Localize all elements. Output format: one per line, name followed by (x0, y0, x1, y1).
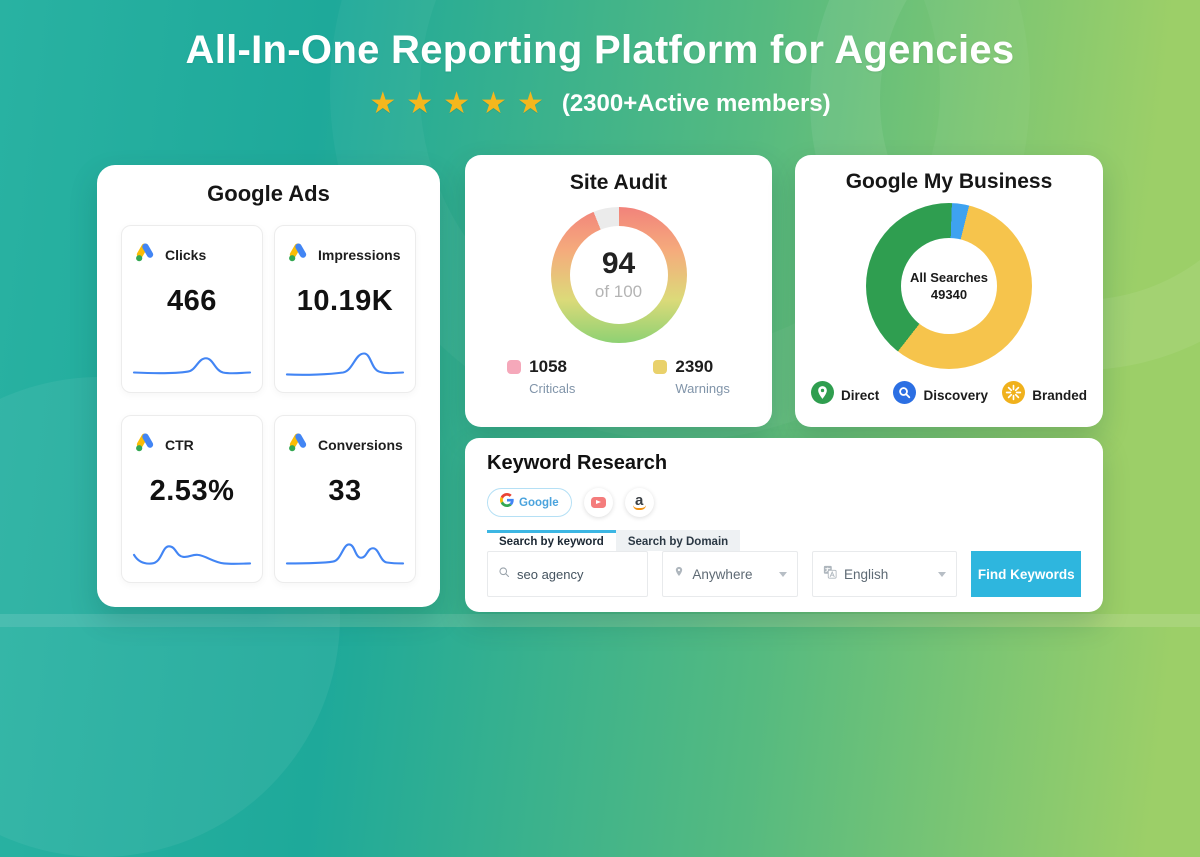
hero-header: All-In-One Reporting Platform for Agenci… (0, 0, 1200, 119)
google-chip-label: Google (519, 496, 559, 509)
gmb-donut-center: All Searches 49340 (901, 238, 997, 334)
chevron-down-icon (778, 571, 787, 577)
legend-item-discovery: Discovery (893, 381, 988, 409)
google-my-business-card: Google My Business All Searches 49340 Di… (795, 155, 1103, 427)
language-select-value: English (843, 566, 889, 582)
find-keywords-button[interactable]: Find Keywords (971, 551, 1081, 597)
legend-item-branded: Branded (1002, 381, 1087, 409)
metric-tile-ctr: CTR 2.53% (121, 415, 263, 583)
language-select[interactable]: English (811, 551, 958, 597)
star-icon: ★ (516, 87, 544, 120)
sparkline-chart (285, 543, 405, 565)
metric-value: 33 (328, 475, 362, 507)
search-mode-tabs: Search by keyword Search by Domain (487, 530, 1081, 551)
metric-tile-impressions: Impressions 10.19K (274, 225, 416, 393)
google-ads-metric-grid: Clicks 466 Impressions 10.19K (121, 225, 416, 583)
google-ads-card-title: Google Ads (207, 181, 330, 206)
google-ads-icon (287, 242, 309, 267)
engine-chip-google[interactable]: Google (487, 488, 572, 517)
sparkline-chart (285, 352, 405, 376)
criticals-label: Criticals (529, 381, 576, 396)
branded-sparkle-icon (1002, 381, 1026, 409)
site-audit-legend: 1058 Criticals 2390 Warnings (465, 357, 772, 396)
star-icon: ★ (480, 87, 507, 120)
google-ads-icon (134, 242, 156, 267)
warnings-label: Warnings (675, 381, 730, 396)
sparkline-chart (132, 545, 252, 565)
amazon-smile-icon (632, 505, 646, 510)
direct-pin-icon (811, 381, 834, 409)
star-icon: ★ (443, 87, 471, 120)
keyword-research-title: Keyword Research (487, 452, 668, 474)
chevron-down-icon (938, 571, 947, 577)
site-audit-donut-center: 94 of 100 (569, 226, 668, 324)
engine-chip-youtube[interactable] (583, 488, 613, 517)
translate-icon (823, 565, 837, 584)
warnings-swatch (653, 360, 668, 374)
gmb-card-title: Google My Business (845, 170, 1053, 193)
site-audit-card: Site Audit 94 of 100 1058 Criticals 2390… (465, 155, 772, 427)
legend-item-criticals: 1058 Criticals (507, 357, 575, 396)
gmb-center-value: 49340 (930, 287, 968, 302)
site-audit-score-caption: of 100 (594, 281, 643, 301)
background-bottom-band (0, 614, 1200, 627)
gmb-legend: Direct Discovery Branded (795, 381, 1103, 409)
legend-label: Branded (1032, 387, 1087, 403)
location-select[interactable]: Anywhere (662, 551, 798, 597)
metric-label: CTR (165, 436, 194, 453)
metric-label: Impressions (318, 246, 401, 263)
metric-value: 10.19K (296, 285, 394, 317)
legend-label: Direct (841, 387, 880, 403)
google-ads-icon (287, 432, 309, 457)
gmb-center-label: All Searches (909, 270, 989, 285)
tab-search-by-domain[interactable]: Search by Domain (615, 530, 741, 551)
page-title: All-In-One Reporting Platform for Agenci… (185, 28, 1015, 72)
keyword-research-card: Keyword Research Google a Search by keyw… (465, 438, 1103, 612)
keyword-input[interactable] (517, 566, 638, 582)
keyword-input-wrapper (487, 551, 649, 597)
sparkline-chart (132, 357, 252, 375)
amazon-icon: a (634, 491, 644, 509)
metric-label: Conversions (318, 436, 403, 453)
legend-label: Discovery (923, 387, 989, 403)
search-icon (498, 565, 510, 583)
google-ads-icon (134, 432, 156, 457)
legend-item-warnings: 2390 Warnings (653, 357, 730, 396)
search-engine-selector: Google a (487, 488, 1081, 517)
youtube-icon (590, 497, 606, 508)
criticals-value: 1058 (529, 357, 567, 376)
metric-label: Clicks (165, 246, 207, 263)
tab-search-by-keyword[interactable]: Search by keyword (487, 530, 616, 551)
location-pin-icon (673, 565, 685, 583)
rating-row: ★ ★ ★ ★ ★ (2300+Active members) (0, 89, 1200, 119)
metric-tile-conversions: Conversions 33 (274, 415, 416, 583)
gmb-donut-chart: All Searches 49340 (866, 203, 1032, 369)
rating-text: (2300+Active members) (561, 90, 831, 117)
google-ads-card: Google Ads Clicks 466 (97, 165, 440, 607)
site-audit-donut-chart: 94 of 100 (550, 207, 687, 343)
keyword-search-form: Anywhere English Find Keywords (487, 551, 1081, 597)
engine-chip-amazon[interactable]: a (624, 488, 654, 517)
metric-value: 466 (167, 285, 217, 317)
criticals-swatch (507, 360, 522, 374)
discovery-search-icon (893, 381, 917, 409)
site-audit-card-title: Site Audit (569, 171, 668, 194)
metric-value: 2.53% (149, 475, 235, 507)
site-audit-score: 94 (601, 247, 636, 281)
legend-item-direct: Direct (811, 381, 879, 409)
warnings-value: 2390 (675, 357, 714, 376)
google-g-icon (500, 493, 514, 512)
star-icon: ★ (406, 87, 434, 120)
location-select-value: Anywhere (692, 566, 753, 582)
metric-tile-clicks: Clicks 466 (121, 225, 263, 393)
star-icon: ★ (369, 87, 397, 120)
